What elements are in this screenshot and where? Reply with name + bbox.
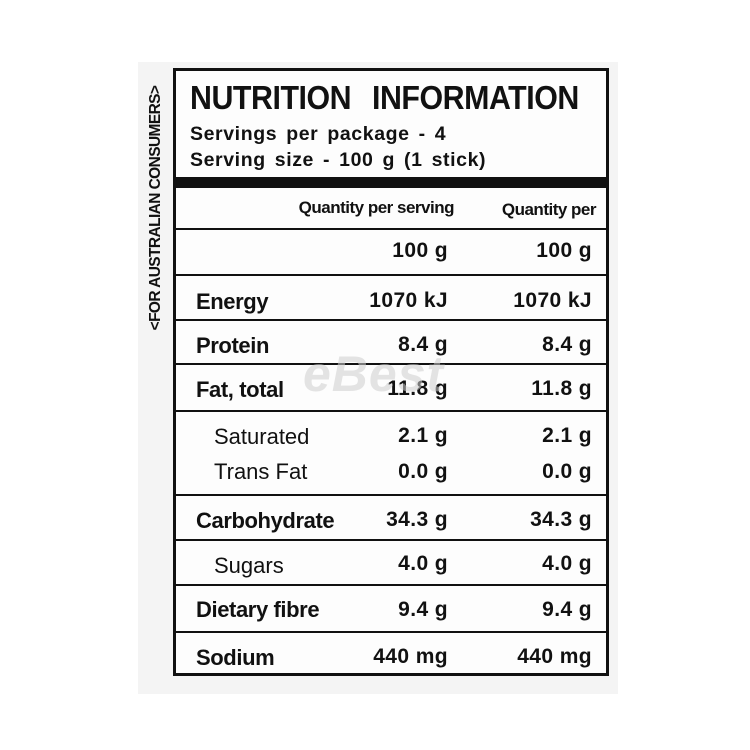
nutrient-label: Protein — [196, 333, 269, 358]
nutrient-per-serving: 2.1 g — [398, 424, 448, 447]
nutrient-row-dietary-fibre: Dietary fibre 9.4 g 9.4 g — [176, 584, 606, 633]
nutrient-per-100g: 4.0 g — [542, 552, 592, 575]
side-label: <FOR AUSTRALIAN CONSUMERS> — [143, 72, 169, 344]
column-header-row: Quantity per serving Quantity per — [176, 188, 606, 228]
nutrient-label: Energy — [196, 289, 269, 314]
panel-title: NUTRITION INFORMATION — [190, 79, 579, 116]
nutrient-label: Trans Fat — [214, 459, 308, 484]
nutrient-group-fat-breakdown: Saturated 2.1 g 2.1 g Trans Fat 0.0 g 0.… — [176, 410, 606, 496]
column-header-per-serving: Quantity per serving — [298, 198, 455, 217]
nutrient-per-100g: 11.8 g — [531, 377, 592, 400]
nutrient-per-serving: 4.0 g — [398, 552, 448, 575]
nutrient-per-serving: 1070 kJ — [369, 289, 448, 312]
nutrient-per-100g: 9.4 g — [542, 598, 592, 621]
watermark-logo: eBest — [303, 346, 445, 402]
nutrient-row-sugars: Sugars 4.0 g 4.0 g — [176, 539, 606, 586]
nutrient-per-100g: 34.3 g — [530, 508, 592, 531]
nutrient-per-serving: 11.8 g — [387, 377, 448, 400]
nutrient-row-sodium: Sodium 440 mg 440 mg — [176, 631, 606, 675]
base-per-100g: 100 g — [536, 239, 592, 262]
nutrient-label: Fat, total — [196, 377, 284, 402]
nutrition-panel: NUTRITION INFORMATION Servings per packa… — [173, 68, 609, 676]
nutrient-label: Saturated — [214, 424, 310, 449]
nutrient-row-carbohydrate: Carbohydrate 34.3 g 34.3 g — [176, 494, 606, 541]
nutrient-per-100g: 1070 kJ — [513, 289, 592, 312]
header-divider — [176, 177, 606, 188]
nutrient-per-serving: 34.3 g — [386, 508, 448, 531]
serving-size: Serving size - 100 g (1 stick) — [190, 149, 487, 171]
nutrient-label: Sugars — [214, 553, 284, 578]
column-header-per-100g: Quantity per — [501, 200, 597, 219]
nutrient-per-100g: 2.1 g — [542, 424, 592, 447]
nutrient-per-serving: 8.4 g — [398, 333, 448, 356]
nutrient-row-energy: Energy 1070 kJ 1070 kJ — [176, 274, 606, 321]
base-quantity-row: 100 g 100 g — [176, 228, 606, 276]
nutrient-per-serving: 9.4 g — [398, 598, 448, 621]
nutrient-row-protein: Protein 8.4 g 8.4 g — [176, 319, 606, 365]
panel-header: NUTRITION INFORMATION Servings per packa… — [176, 71, 606, 180]
nutrient-per-serving: 0.0 g — [398, 460, 448, 483]
nutrient-per-serving: 440 mg — [373, 645, 448, 668]
nutrient-label: Sodium — [196, 645, 275, 670]
base-per-serving: 100 g — [392, 239, 448, 262]
servings-per-package: Servings per package - 4 — [190, 123, 447, 145]
nutrient-per-100g: 440 mg — [517, 645, 592, 668]
side-label-text: <FOR AUSTRALIAN CONSUMERS> — [147, 85, 164, 331]
nutrient-label: Carbohydrate — [196, 508, 335, 533]
nutrient-per-100g: 0.0 g — [542, 460, 592, 483]
nutrient-row-fat-total: Fat, total 11.8 g 11.8 g — [176, 363, 606, 412]
nutrient-label: Dietary fibre — [196, 597, 320, 622]
nutrient-per-100g: 8.4 g — [542, 333, 592, 356]
